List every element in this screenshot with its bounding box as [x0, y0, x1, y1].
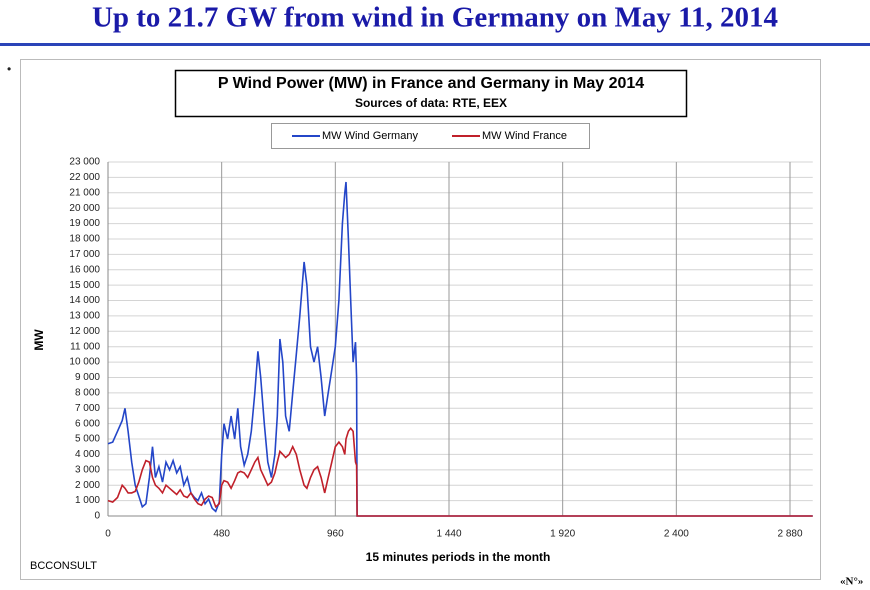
series-line [107, 427, 813, 517]
y-tick-label: 13 000 [69, 311, 100, 322]
x-tick-label: 0 [105, 529, 111, 540]
series-line [107, 181, 813, 517]
footer: BCCONSULT [30, 560, 97, 572]
bullet: • [7, 62, 11, 76]
y-tick-label: 17 000 [69, 249, 100, 260]
x-tick-label: 1 920 [550, 529, 575, 540]
y-tick-label: 11 000 [70, 341, 100, 352]
y-tick-label: 8 000 [75, 388, 100, 399]
x-tick-label: 2 400 [664, 529, 689, 540]
y-tick-label: 10 000 [69, 357, 100, 368]
y-tick-label: 2 000 [75, 480, 100, 491]
y-axis-label: MW [32, 329, 46, 351]
y-tick-label: 21 000 [69, 187, 100, 198]
chart-title: P Wind Power (MW) in France and Germany … [218, 75, 644, 92]
x-tick-label: 2 880 [777, 529, 802, 540]
y-tick-label: 16 000 [69, 264, 100, 275]
title-box [174, 69, 688, 118]
y-tick-label: 20 000 [69, 203, 100, 214]
y-tick-label: 3 000 [75, 464, 100, 475]
x-tick-label: 480 [213, 529, 230, 540]
chart-subtitle: Sources of data: RTE, EEX [355, 96, 507, 110]
y-tick-label: 7 000 [75, 403, 100, 414]
y-tick-label: 6 000 [75, 418, 100, 429]
y-tick-label: 0 [94, 511, 100, 522]
y-tick-label: 14 000 [69, 295, 100, 306]
y-tick-label: 19 000 [69, 218, 100, 229]
x-tick-label: 960 [327, 529, 344, 540]
y-tick-label: 9 000 [75, 372, 100, 383]
title-rule [0, 43, 870, 46]
y-tick-label: 5 000 [75, 434, 100, 445]
y-tick-label: 23 000 [69, 157, 100, 168]
legend-box [271, 123, 590, 149]
x-tick-label: 1 440 [436, 529, 461, 540]
y-tick-label: 22 000 [69, 172, 100, 183]
page-number: «N°» [840, 576, 863, 588]
y-tick-label: 18 000 [69, 234, 100, 245]
legend-label: MW Wind Germany [322, 130, 418, 142]
y-tick-label: 15 000 [69, 280, 100, 291]
slide-title: Up to 21.7 GW from wind in Germany on Ma… [92, 2, 778, 34]
x-axis-label: 15 minutes periods in the month [366, 550, 551, 564]
y-tick-label: 4 000 [75, 449, 100, 460]
legend-label: MW Wind France [482, 130, 567, 142]
y-tick-label: 12 000 [69, 326, 100, 337]
y-tick-label: 1 000 [75, 495, 100, 506]
